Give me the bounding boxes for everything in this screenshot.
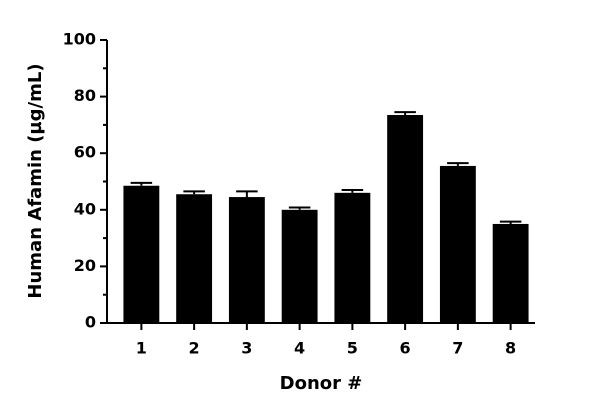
y-tick-label: 20 [74, 256, 96, 275]
x-tick-label: 5 [347, 339, 358, 358]
x-tick-label: 4 [294, 339, 305, 358]
y-tick-label: 100 [63, 30, 96, 49]
error-bar [288, 206, 311, 210]
error-bar [183, 190, 205, 195]
error-bar [499, 220, 522, 224]
bar [492, 223, 529, 323]
x-tick-label: 3 [241, 339, 252, 358]
error-bar [394, 111, 416, 115]
y-tick-label: 40 [74, 199, 96, 218]
bar [228, 197, 265, 323]
error-bar [341, 188, 364, 193]
y-tick-label: 0 [85, 313, 96, 332]
x-tick-label: 6 [400, 339, 411, 358]
bar [334, 192, 371, 323]
x-tick-label: 8 [505, 339, 516, 358]
bar [387, 114, 424, 324]
x-tick-label: 7 [452, 339, 463, 358]
error-bar [447, 162, 469, 166]
y-tick-label: 80 [74, 86, 96, 105]
y-axis-title: Human Afamin (µg/mL) [25, 63, 46, 298]
x-tick-label: 1 [136, 339, 147, 358]
error-bar [130, 181, 153, 186]
bar [439, 165, 476, 323]
x-tick-label: 2 [189, 339, 200, 358]
x-axis-title: Donor # [280, 373, 363, 394]
error-bar [236, 190, 258, 198]
y-tick-label: 60 [74, 143, 96, 162]
bar [123, 185, 160, 323]
bar [176, 194, 213, 323]
bar [281, 209, 318, 323]
